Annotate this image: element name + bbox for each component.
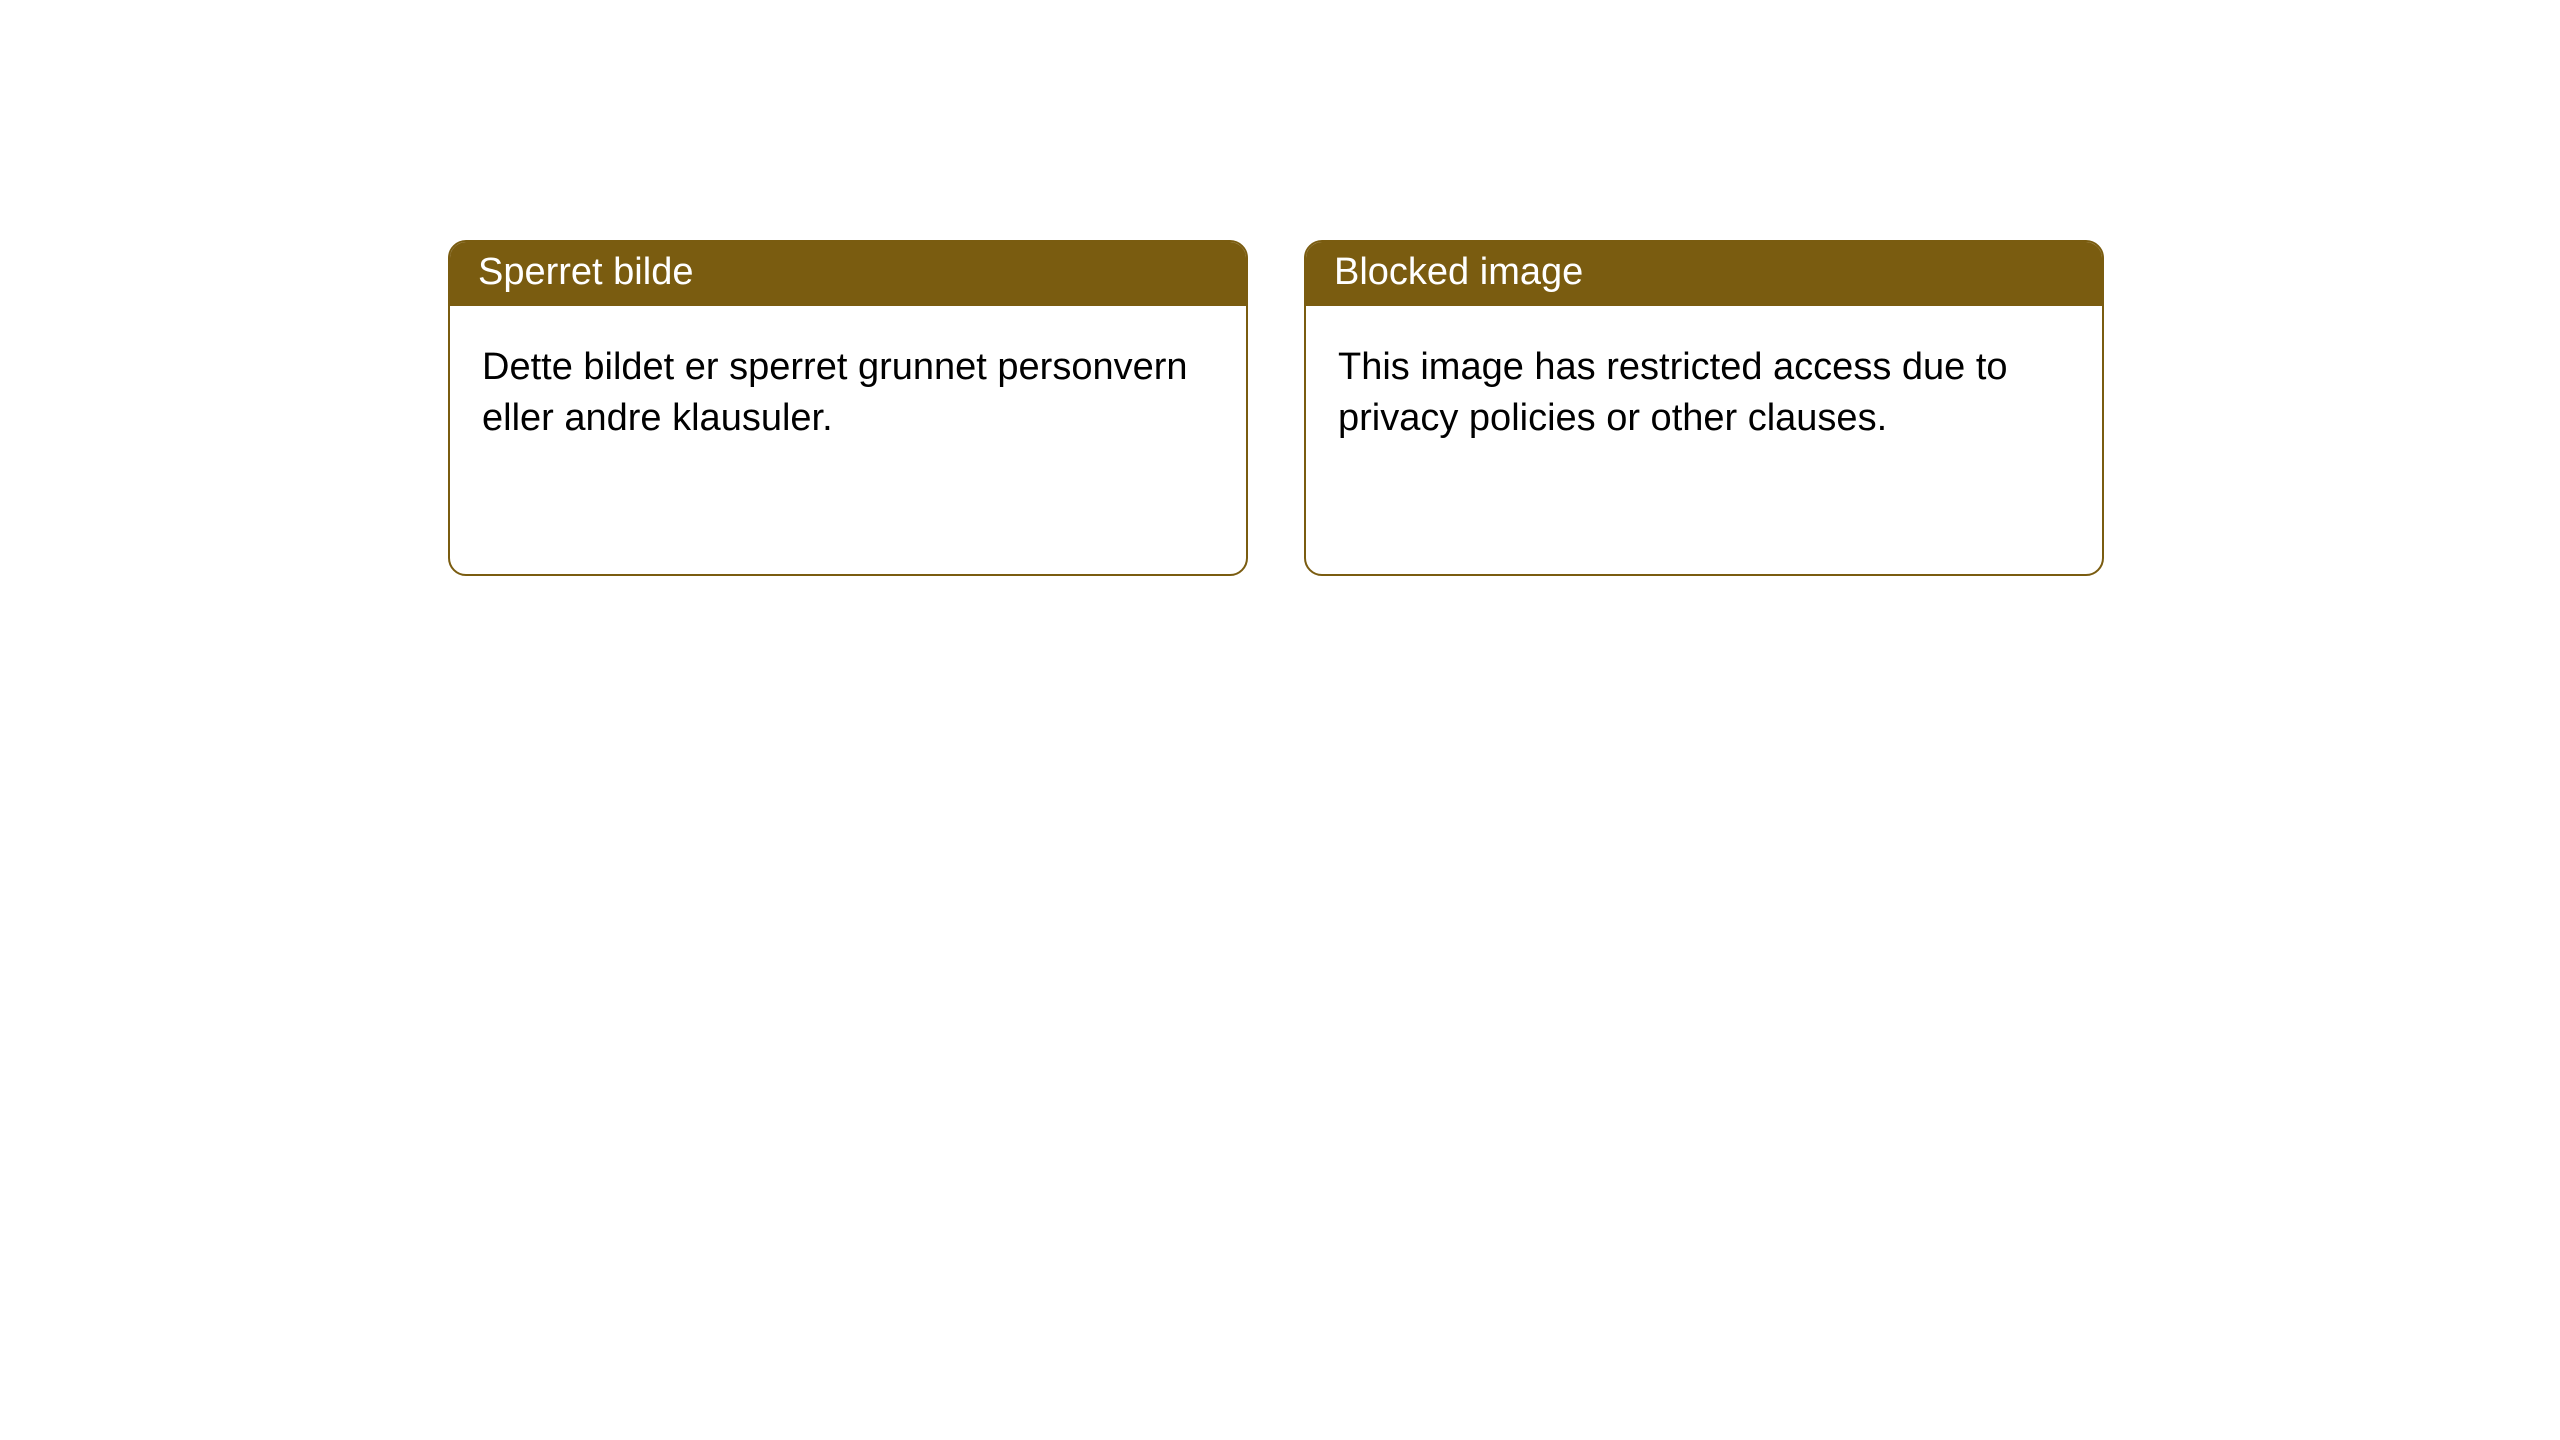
notice-container: Sperret bilde Dette bildet er sperret gr… xyxy=(0,0,2560,576)
notice-body: Dette bildet er sperret grunnet personve… xyxy=(450,306,1246,481)
notice-card-norwegian: Sperret bilde Dette bildet er sperret gr… xyxy=(448,240,1248,576)
notice-card-english: Blocked image This image has restricted … xyxy=(1304,240,2104,576)
notice-body: This image has restricted access due to … xyxy=(1306,306,2102,481)
notice-header: Sperret bilde xyxy=(450,242,1246,306)
notice-header: Blocked image xyxy=(1306,242,2102,306)
